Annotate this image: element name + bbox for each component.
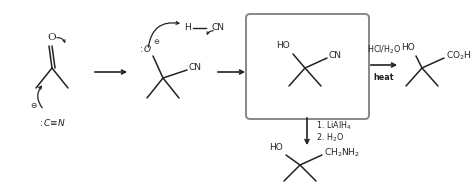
Text: HO: HO	[269, 142, 283, 152]
Text: HO: HO	[401, 44, 415, 52]
Text: CO$_2$H: CO$_2$H	[446, 50, 472, 62]
Text: heat: heat	[374, 73, 394, 83]
Text: HCl/H$_2$O: HCl/H$_2$O	[367, 44, 401, 56]
Text: CN: CN	[189, 63, 202, 73]
Text: 1. LiAlH$_4$: 1. LiAlH$_4$	[316, 120, 352, 132]
Text: $:\!C\!\equiv\!N$: $:\!C\!\equiv\!N$	[38, 116, 66, 127]
Text: $:\!O$: $:\!O$	[138, 42, 152, 54]
FancyBboxPatch shape	[246, 14, 369, 119]
Text: 2. H$_2$O: 2. H$_2$O	[316, 132, 344, 144]
Text: HO: HO	[276, 41, 290, 51]
Text: O: O	[48, 33, 56, 42]
Text: H: H	[185, 23, 191, 33]
Text: CH$_2$NH$_2$: CH$_2$NH$_2$	[324, 147, 360, 159]
Text: $\ominus$: $\ominus$	[30, 102, 38, 110]
Text: CN: CN	[212, 23, 225, 33]
Text: CN: CN	[329, 52, 342, 60]
Text: $\ominus$: $\ominus$	[154, 38, 161, 46]
